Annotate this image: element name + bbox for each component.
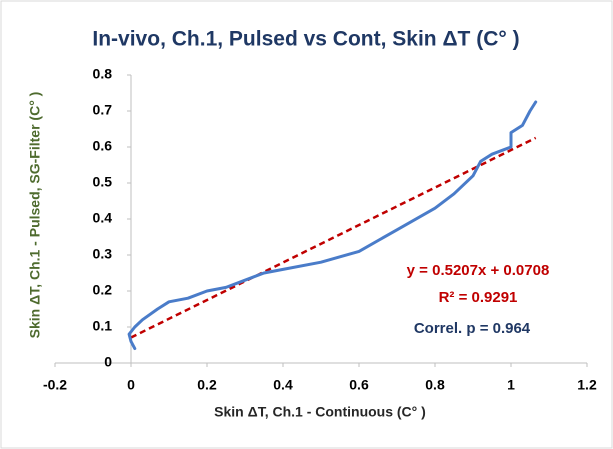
y-axis-label: Skin ΔT, Ch.1 - Pulsed, SG-Filter (C° )	[27, 92, 43, 339]
x-tick-label: 0	[127, 377, 135, 393]
data-line	[127, 100, 538, 351]
r-squared: R² = 0.9291	[439, 289, 518, 306]
y-tick-label: 0.6	[93, 138, 113, 154]
y-tick-label: 0	[104, 354, 112, 370]
y-tick-label: 0.8	[93, 66, 113, 82]
equation: y = 0.5207x + 0.0708	[407, 262, 550, 279]
trendline	[130, 136, 537, 339]
x-tick-label: 0.6	[349, 377, 369, 393]
correlation: Correl. p = 0.964	[414, 320, 531, 337]
x-tick-label: 1	[507, 377, 515, 393]
chart-title: In-vivo, Ch.1, Pulsed vs Cont, Skin ΔT (…	[92, 28, 519, 51]
x-tick-label: 0.8	[425, 377, 445, 393]
y-tick-label: 0.4	[93, 210, 113, 226]
x-tick-label: 1.2	[577, 377, 597, 393]
y-tick-label: 0.3	[93, 246, 113, 262]
x-tick-label: -0.2	[43, 377, 67, 393]
x-tick-label: 0.4	[273, 377, 293, 393]
x-axis-label: Skin ΔT, Ch.1 - Continuous (C° )	[214, 404, 426, 420]
x-tick-label: 0.2	[197, 377, 217, 393]
y-tick-label: 0.7	[93, 102, 113, 118]
y-tick-label: 0.2	[93, 282, 113, 298]
y-tick-label: 0.1	[93, 318, 113, 334]
y-tick-label: 0.5	[93, 174, 113, 190]
